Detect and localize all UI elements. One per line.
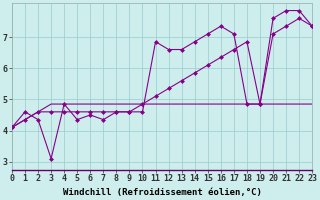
X-axis label: Windchill (Refroidissement éolien,°C): Windchill (Refroidissement éolien,°C): [63, 188, 261, 197]
